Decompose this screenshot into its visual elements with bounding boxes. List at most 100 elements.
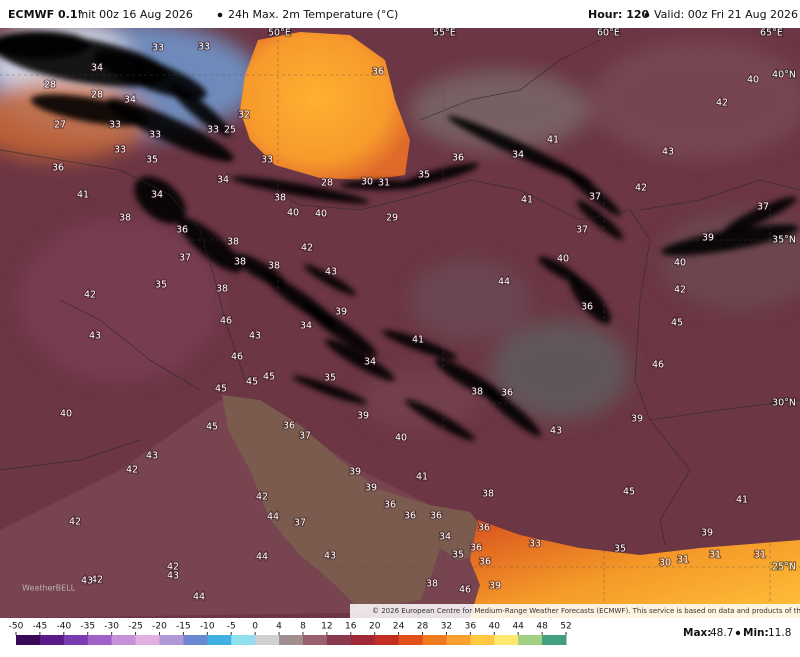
ridge bbox=[661, 224, 799, 256]
temp-label: 40 bbox=[395, 433, 407, 444]
temp-label: 38 bbox=[274, 193, 286, 204]
separator bbox=[217, 12, 223, 18]
colorbar-segment bbox=[255, 635, 280, 645]
temp-label: 43 bbox=[325, 267, 337, 278]
temp-label: 38 bbox=[426, 579, 438, 590]
caspian-sea bbox=[240, 32, 410, 180]
colorbar-label: 40 bbox=[489, 622, 501, 632]
temp-label: 34 bbox=[91, 63, 103, 74]
temp-label: 39 bbox=[349, 467, 361, 478]
ridge bbox=[538, 256, 582, 284]
temp-label: 27 bbox=[54, 120, 66, 131]
colorbar-label: 28 bbox=[417, 622, 429, 632]
ridge bbox=[479, 383, 541, 437]
temp-label: 33 bbox=[114, 145, 126, 156]
temp-label: 32 bbox=[238, 110, 250, 121]
colorbar-label: 20 bbox=[369, 622, 381, 632]
temp-label: 43 bbox=[167, 571, 179, 582]
temp-label: 38 bbox=[268, 261, 280, 272]
temp-label: 45 bbox=[263, 372, 275, 383]
colorbar-segment bbox=[111, 635, 137, 645]
separator bbox=[644, 12, 650, 18]
temp-label: 35 bbox=[324, 373, 336, 384]
credit-box bbox=[350, 604, 800, 618]
temp-label: 35 bbox=[146, 155, 158, 166]
temp-label: 25 bbox=[224, 125, 236, 136]
temp-label: 36 bbox=[470, 543, 482, 554]
temp-label: 34 bbox=[151, 190, 163, 201]
colorbar-label: 48 bbox=[536, 622, 548, 632]
temp-label: 46 bbox=[220, 316, 232, 327]
temp-label: 37 bbox=[589, 192, 601, 203]
ridge bbox=[447, 115, 593, 185]
ridge bbox=[30, 94, 150, 126]
min-label: Min: bbox=[743, 627, 769, 639]
ridge bbox=[382, 330, 458, 360]
grid-label: 35°N bbox=[772, 235, 796, 246]
temp-label: 39 bbox=[365, 483, 377, 494]
header-bar bbox=[0, 0, 800, 28]
temp-label: 42 bbox=[126, 465, 138, 476]
init-time: Init 00z 16 Aug 2026 bbox=[78, 8, 193, 21]
colorbar-label: -25 bbox=[128, 622, 143, 632]
colorbar-segment bbox=[39, 635, 65, 645]
persian-gulf bbox=[222, 395, 488, 610]
colorbar-segment bbox=[231, 635, 256, 645]
temp-label: 42 bbox=[301, 243, 313, 254]
temp-label: 37 bbox=[576, 225, 588, 236]
colorbar-label: -40 bbox=[56, 622, 71, 632]
temp-label: 43 bbox=[324, 551, 336, 562]
temp-label: 36 bbox=[372, 67, 384, 78]
temp-label: 40 bbox=[60, 409, 72, 420]
ridge bbox=[134, 176, 186, 224]
colorbar-segment bbox=[207, 635, 232, 645]
temp-label: 37 bbox=[179, 253, 191, 264]
temp-label: 28 bbox=[91, 90, 103, 101]
colorbar-label: -5 bbox=[227, 622, 236, 632]
temp-label: 39 bbox=[489, 581, 501, 592]
logo: WeatherBELL bbox=[22, 584, 76, 593]
colorbar-segment bbox=[422, 635, 447, 645]
colorbar-segment bbox=[398, 635, 424, 645]
temp-label: 30 bbox=[361, 177, 373, 188]
ridge bbox=[405, 399, 475, 441]
ridge bbox=[303, 264, 357, 296]
temp-label: 36 bbox=[452, 153, 464, 164]
credit: © 2026 European Centre for Medium-Range … bbox=[372, 607, 800, 615]
arabian-sea bbox=[470, 520, 800, 618]
product-name: 24h Max. 2m Temperature (°C) bbox=[228, 8, 398, 21]
temp-label: 41 bbox=[521, 195, 533, 206]
colorbar-segment bbox=[542, 635, 567, 645]
max-label: Max: bbox=[683, 627, 712, 639]
temp-label: 34 bbox=[124, 95, 136, 106]
colorbar-label: 44 bbox=[512, 622, 524, 632]
colorbar-segment bbox=[302, 635, 328, 645]
ridge bbox=[340, 180, 420, 190]
temp-label: 40 bbox=[557, 254, 569, 265]
temp-label: 39 bbox=[701, 528, 713, 539]
temp-label: 42 bbox=[167, 562, 179, 573]
temp-label: 38 bbox=[216, 284, 228, 295]
ridge bbox=[559, 163, 621, 217]
terrain-tone bbox=[490, 320, 630, 420]
colorbar-label: -50 bbox=[9, 622, 24, 632]
temp-label: 39 bbox=[335, 307, 347, 318]
colorbar-segment bbox=[470, 635, 495, 645]
colorbar-label: 0 bbox=[252, 622, 258, 632]
temp-label: 42 bbox=[674, 285, 686, 296]
ridge bbox=[168, 83, 232, 137]
temp-label: 45 bbox=[623, 487, 635, 498]
temp-label: 41 bbox=[77, 190, 89, 201]
ridge bbox=[231, 176, 369, 204]
temp-label: 40 bbox=[674, 258, 686, 269]
temp-label: 44 bbox=[256, 552, 268, 563]
colorbar-label: 36 bbox=[465, 622, 477, 632]
temp-label: 36 bbox=[581, 302, 593, 313]
forecast-hour: Hour: 120 bbox=[588, 8, 650, 21]
temp-label: 34 bbox=[217, 175, 229, 186]
ridge bbox=[0, 31, 90, 59]
terrain-tone bbox=[410, 70, 590, 150]
temp-label: 42 bbox=[716, 98, 728, 109]
temp-label: 44 bbox=[193, 592, 205, 603]
temp-label: 31 bbox=[378, 178, 390, 189]
